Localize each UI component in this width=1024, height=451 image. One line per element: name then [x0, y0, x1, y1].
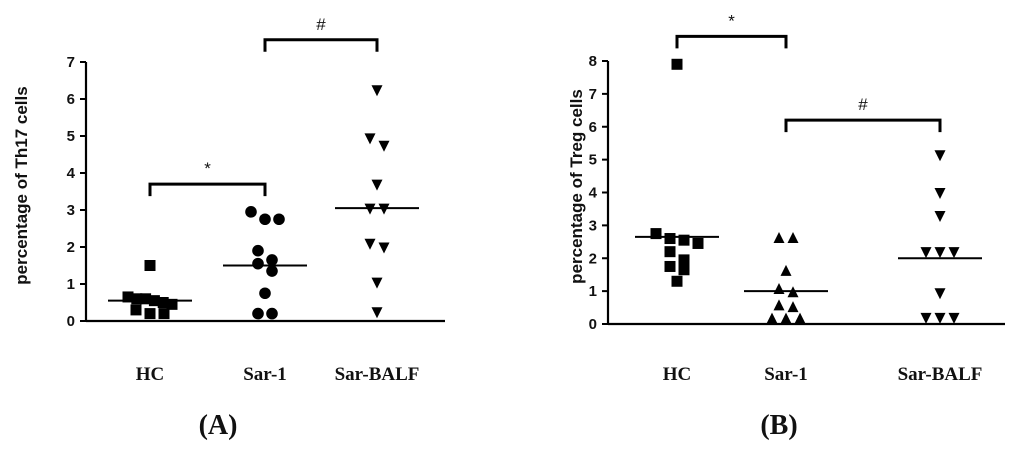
y-tick-label: 1 — [67, 276, 75, 293]
data-point — [678, 264, 690, 276]
y-tick-label: 6 — [589, 119, 597, 136]
significance-marker: # — [858, 95, 868, 114]
data-point — [934, 312, 946, 324]
data-point — [157, 297, 169, 308]
data-point — [252, 307, 264, 320]
data-point — [378, 140, 390, 152]
data-point — [934, 150, 946, 162]
data-point — [371, 85, 383, 97]
data-point — [934, 288, 946, 300]
data-point — [266, 265, 278, 277]
chart-panel-a: 0 1 2 3 4 5 6 7 percentage of Th17 cells HC Sar-1 S… — [12, 15, 445, 441]
significance-bracket — [263, 38, 379, 52]
data-point — [144, 308, 156, 320]
data-point — [378, 242, 390, 254]
data-point — [794, 312, 806, 324]
data-point — [371, 277, 383, 289]
data-point — [773, 232, 785, 244]
chart-panel-b: 0 1 2 3 4 5 6 7 8 percentage of Treg cells HC Sar-1… — [567, 11, 1005, 441]
data-point — [252, 257, 264, 270]
y-tick-label: 8 — [589, 53, 597, 70]
x-category-label: HC — [663, 364, 692, 385]
data-point — [266, 254, 278, 266]
data-point — [131, 293, 143, 305]
data-point — [364, 133, 376, 145]
y-tick-label: 3 — [589, 217, 597, 234]
data-point — [678, 234, 690, 246]
data-point — [371, 179, 383, 191]
y-tick-label: 2 — [67, 239, 75, 256]
data-point — [780, 264, 792, 276]
x-category-label: Sar-BALF — [335, 364, 420, 385]
significance-marker: * — [728, 11, 735, 30]
significance-bracket — [148, 182, 267, 197]
data-point — [166, 298, 178, 310]
y-tick-label: 1 — [589, 283, 597, 300]
data-point — [664, 233, 676, 245]
data-point — [130, 304, 142, 316]
data-point — [144, 260, 156, 271]
y-axis-label: percentage of Th17 cells — [12, 86, 31, 284]
data-point — [371, 307, 383, 319]
data-point — [122, 291, 134, 303]
data-point — [787, 301, 799, 313]
panel-label: (B) — [760, 410, 797, 441]
y-tick-label: 5 — [67, 128, 75, 145]
x-category-label: Sar-1 — [764, 364, 808, 385]
data-point — [266, 307, 278, 320]
data-point — [787, 232, 799, 244]
x-category-label: HC — [136, 364, 165, 385]
data-point — [158, 308, 170, 320]
data-point — [773, 299, 785, 311]
y-tick-label: 5 — [589, 152, 597, 169]
y-tick-label: 4 — [589, 185, 598, 202]
y-tick-label: 4 — [67, 165, 76, 182]
data-point — [664, 260, 676, 272]
data-point — [364, 238, 376, 250]
y-axis-label: percentage of Treg cells — [567, 89, 586, 284]
y-tick-label: 6 — [67, 91, 75, 108]
data-point — [948, 247, 960, 259]
y-tick-label: 0 — [67, 313, 75, 330]
data-point — [245, 206, 257, 218]
data-point — [920, 247, 932, 259]
data-point — [948, 312, 960, 324]
data-point — [920, 312, 932, 324]
significance-bracket — [784, 118, 942, 133]
data-point — [678, 254, 690, 266]
data-point — [934, 247, 946, 259]
significance-marker: * — [204, 159, 211, 178]
x-category-label: Sar-1 — [243, 364, 287, 385]
data-point — [140, 293, 152, 305]
data-point — [934, 188, 946, 199]
data-point — [259, 213, 271, 226]
data-point — [650, 228, 662, 240]
x-category-label: Sar-BALF — [898, 364, 983, 385]
data-point — [671, 275, 683, 287]
panel-label: (A) — [199, 410, 238, 441]
data-point — [780, 312, 792, 324]
data-point — [766, 312, 778, 324]
y-tick-label: 2 — [589, 250, 597, 267]
data-point — [934, 211, 946, 223]
data-point — [273, 213, 285, 226]
data-point — [664, 246, 676, 258]
data-point — [671, 58, 683, 70]
y-tick-label: 0 — [589, 316, 597, 333]
y-tick-label: 7 — [589, 86, 597, 103]
significance-marker: # — [316, 15, 326, 34]
data-point — [773, 282, 785, 294]
y-tick-label: 3 — [67, 202, 75, 219]
data-point — [252, 244, 264, 257]
significance-bracket — [675, 34, 788, 49]
data-point — [692, 237, 704, 249]
data-point — [259, 287, 271, 300]
y-tick-label: 7 — [67, 54, 75, 71]
